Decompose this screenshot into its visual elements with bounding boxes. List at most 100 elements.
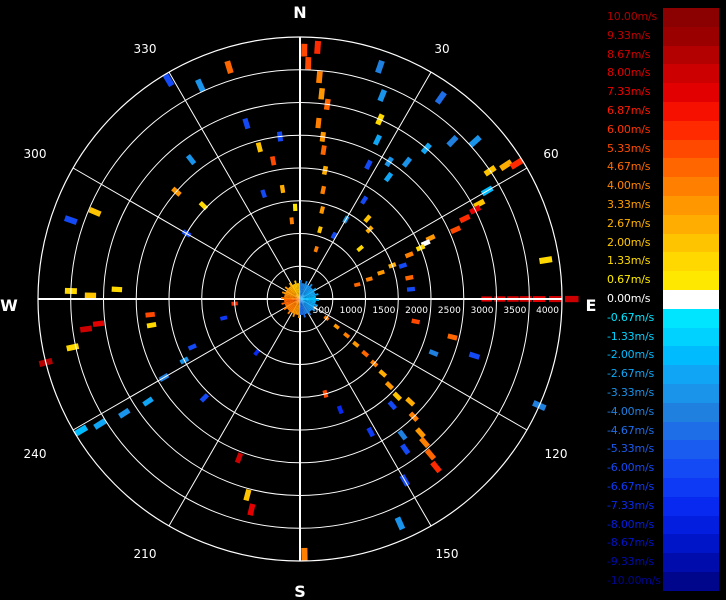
gate-84 [366, 426, 376, 438]
clutter-wedge-180 [298, 299, 300, 319]
clutter-wedge-300 [286, 289, 300, 299]
gate-11 [319, 205, 326, 214]
gate-73 [405, 396, 416, 407]
clutter-wedge-30 [300, 285, 310, 299]
bearing-label-150: 150 [436, 547, 459, 561]
gate-124 [260, 189, 267, 199]
scale-swatch [663, 534, 719, 554]
radial-line-240 [72, 298, 301, 431]
gate-106 [145, 311, 156, 318]
scale-label: 5.33m/s [607, 141, 651, 155]
clutter-wedge-306 [284, 286, 300, 299]
gate-121 [255, 142, 263, 153]
scale-swatch [663, 384, 719, 403]
gate-33 [499, 159, 513, 172]
gate-49 [405, 274, 414, 281]
gate-127 [279, 184, 286, 194]
clutter-wedge-18 [300, 280, 308, 299]
clutter-wedge-210 [290, 299, 300, 313]
gate-46 [365, 276, 373, 282]
gate-80 [397, 429, 408, 441]
near-range-clutter [280, 279, 320, 319]
gate-12 [317, 226, 323, 234]
scale-row: -2.67m/s [604, 365, 722, 384]
gate-39 [450, 225, 462, 235]
range-labels: 500 1000 1500 2000 2500 3000 3500 4000 [313, 306, 560, 316]
gate-92 [199, 393, 210, 403]
scale-label: -2.00m/s [607, 348, 655, 362]
clutter-wedge-294 [285, 291, 300, 299]
gate-4 [318, 87, 325, 100]
gate-51 [539, 256, 553, 265]
scale-swatch [663, 8, 719, 27]
gate-71 [384, 380, 395, 391]
scale-swatch [663, 45, 719, 65]
gate-62 [428, 349, 439, 357]
clutter-wedge-60 [300, 291, 315, 299]
scale-swatch [663, 515, 719, 535]
scale-row: 4.67m/s [604, 158, 722, 178]
gate-66 [343, 331, 351, 339]
scale-label: -4.00m/s [607, 404, 655, 418]
scale-row: -9.33m/s [604, 553, 722, 572]
gate-115 [198, 200, 209, 211]
clutter-wedge-216 [287, 299, 300, 315]
clutter-wedge-120 [300, 299, 314, 309]
gate-8 [320, 145, 327, 156]
scale-swatch [663, 214, 719, 234]
gate-89 [243, 488, 252, 502]
clutter-wedge-270 [280, 297, 300, 299]
clutter-wedge-12 [300, 283, 305, 299]
scale-label: -4.67m/s [607, 423, 655, 437]
clutter-wedge-336 [293, 283, 300, 299]
gate-116 [185, 154, 197, 166]
bearing-label-60: 60 [543, 147, 558, 161]
clutter-wedge-348 [296, 283, 300, 299]
scale-row: 6.87m/s [604, 102, 722, 121]
scale-swatch [663, 290, 719, 309]
clutter-wedge-96 [300, 299, 316, 303]
gate-68 [361, 349, 370, 358]
gate-37 [458, 213, 471, 224]
scale-label: -3.33m/s [607, 386, 655, 399]
scale-row: 3.33m/s [604, 196, 722, 215]
gate-108 [84, 292, 97, 299]
clutter-wedge-126 [300, 299, 316, 312]
bearing-label-30: 30 [434, 42, 449, 56]
scale-row: 2.67m/s [604, 214, 722, 234]
scale-label: 3.33m/s [607, 198, 651, 211]
scale-swatch [663, 196, 719, 215]
scale-swatch [663, 327, 719, 347]
scale-label: -0.67m/s [607, 310, 655, 324]
clutter-wedge-156 [300, 299, 307, 315]
scale-label: -2.67m/s [607, 367, 655, 381]
gate-79 [387, 400, 398, 411]
scale-label: 4.67m/s [607, 160, 651, 174]
compass-west: W [0, 296, 18, 315]
gate-10 [320, 185, 327, 195]
scale-label: 6.87m/s [607, 104, 651, 117]
gate-118 [195, 78, 206, 93]
scale-swatch [663, 120, 719, 140]
clutter-wedge-48 [300, 288, 313, 299]
gate-93 [142, 396, 154, 407]
clutter-wedge-324 [288, 282, 300, 299]
scale-row: 5.33m/s [604, 139, 722, 159]
clutter-wedge-186 [296, 299, 300, 315]
gate-17 [372, 134, 382, 146]
compass-east: E [586, 296, 597, 315]
scale-row: -3.33m/s [604, 384, 722, 403]
scale-row: -1.33m/s [604, 327, 722, 347]
scale-label: 8.67m/s [607, 47, 651, 61]
clutter-wedge-6 [300, 283, 304, 299]
gate-87 [301, 547, 308, 561]
clutter-wedge-108 [300, 299, 319, 307]
clutter-wedge-114 [300, 299, 315, 307]
scale-label: -6.00m/s [607, 461, 655, 475]
gate-119 [224, 60, 234, 75]
scale-label: 9.33m/s [607, 28, 651, 42]
gate-91 [253, 348, 261, 357]
scale-row: -6.67m/s [604, 478, 722, 497]
gate-36 [473, 198, 486, 209]
clutter-wedge-282 [284, 294, 300, 299]
